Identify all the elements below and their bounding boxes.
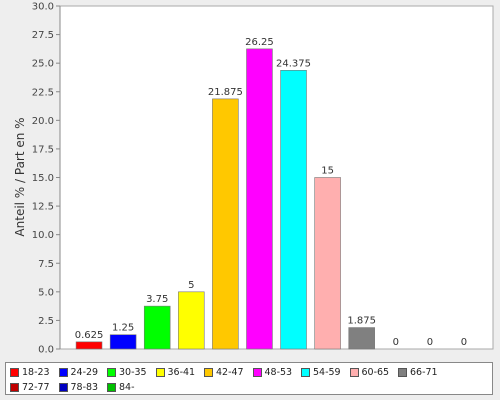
legend-swatch	[58, 368, 68, 377]
legend-item-54-59: 54-59	[301, 366, 350, 379]
bars-group	[75, 48, 375, 350]
legend-swatch	[155, 368, 165, 377]
y-tick-label: 17.5	[32, 144, 54, 155]
y-tick-label: 22.5	[32, 87, 54, 98]
y-tick-label: 30.0	[32, 2, 54, 13]
y-tick-label: 15.0	[32, 173, 54, 184]
legend-item-72-77: 72-77	[10, 381, 59, 394]
legend-item-60-65: 60-65	[349, 366, 399, 379]
bar-18-23	[75, 341, 103, 350]
legend-item-36-41: 36-41	[155, 366, 205, 379]
legend-label: 78-83	[70, 382, 99, 393]
legend-item-30-35: 30-35	[107, 366, 156, 379]
y-axis-title: Anteil % / Part en %	[13, 117, 27, 236]
bar-30-35	[143, 305, 171, 350]
y-tick-label: 7.5	[38, 259, 54, 270]
y-tick-label: 27.5	[32, 30, 54, 41]
y-tick-label: 20.0	[32, 116, 54, 127]
y-tick-label: 12.5	[32, 202, 54, 213]
legend-label: 36-41	[167, 367, 196, 378]
legend-item-84-: 84-	[107, 381, 156, 394]
legend-item-42-47: 42-47	[204, 366, 253, 379]
value-label-24-29: 1.25	[112, 323, 134, 334]
legend-label: 48-53	[264, 367, 293, 378]
legend-label: 72-77	[22, 382, 50, 393]
value-label-18-23: 0.625	[75, 330, 104, 341]
legend-swatch	[301, 368, 310, 377]
bar-66-71	[348, 327, 375, 350]
legend-label: 60-65	[361, 367, 390, 378]
legend-item-24-29: 24-29	[58, 366, 108, 379]
legend-label: 54-59	[313, 367, 341, 378]
bar-60-65	[314, 177, 341, 350]
value-label-78-83: 0	[427, 337, 433, 348]
bar-24-29	[109, 334, 137, 350]
y-tick-label: 2.5	[38, 316, 54, 327]
legend-swatch	[10, 368, 19, 377]
y-tick-label: 25.0	[32, 59, 54, 70]
y-tick-label: 0.0	[38, 345, 54, 356]
plot-area	[59, 5, 494, 350]
value-label-48-53: 26.25	[245, 37, 274, 48]
legend-item-18-23: 18-23	[10, 366, 59, 379]
y-axis: 0.0 2.5 5.0 7.5 10.0 12.5 15.0 17.5 20.0 22.5 25.0…	[32, 2, 60, 356]
legend-swatch	[252, 368, 262, 377]
value-label-42-47: 21.875	[208, 87, 243, 98]
legend: 18-23 24-29 30-35 36-41 42-47 48-53 54-59 60-65…	[5, 362, 493, 395]
y-tick-label: 5.0	[38, 287, 54, 298]
value-label-36-41: 5	[188, 280, 194, 291]
y-tick-label: 10.0	[32, 230, 54, 241]
legend-swatch	[204, 368, 213, 377]
legend-swatch	[10, 383, 19, 392]
value-label-30-35: 3.75	[146, 294, 168, 305]
legend-item-66-71: 66-71	[398, 366, 447, 379]
legend-label: 42-47	[216, 367, 244, 378]
bar-42-47	[212, 98, 239, 350]
legend-swatch	[107, 368, 116, 377]
legend-item-48-53: 48-53	[252, 366, 302, 379]
legend-label: 18-23	[22, 367, 50, 378]
value-label-66-71: 1.875	[347, 316, 376, 327]
legend-label: 84-	[119, 382, 135, 393]
legend-label: 24-29	[70, 367, 99, 378]
legend-swatch	[349, 368, 359, 377]
value-label-54-59: 24.375	[276, 58, 311, 69]
value-label-60-65: 15	[321, 166, 334, 177]
legend-swatch	[58, 383, 68, 392]
bar-48-53	[246, 48, 273, 350]
legend-label: 30-35	[119, 367, 147, 378]
legend-item-78-83: 78-83	[58, 381, 108, 394]
legend-swatch	[107, 383, 116, 392]
bar-54-59	[280, 70, 307, 350]
legend-swatch	[398, 368, 407, 377]
value-label-72-77: 0	[393, 337, 399, 348]
bar-36-41	[178, 291, 205, 350]
value-label-84-: 0	[461, 337, 467, 348]
bar-chart: 0.0 2.5 5.0 7.5 10.0 12.5 15.0 17.5 20.0 22.5 25.0…	[13, 2, 494, 356]
legend-label: 66-71	[410, 367, 438, 378]
